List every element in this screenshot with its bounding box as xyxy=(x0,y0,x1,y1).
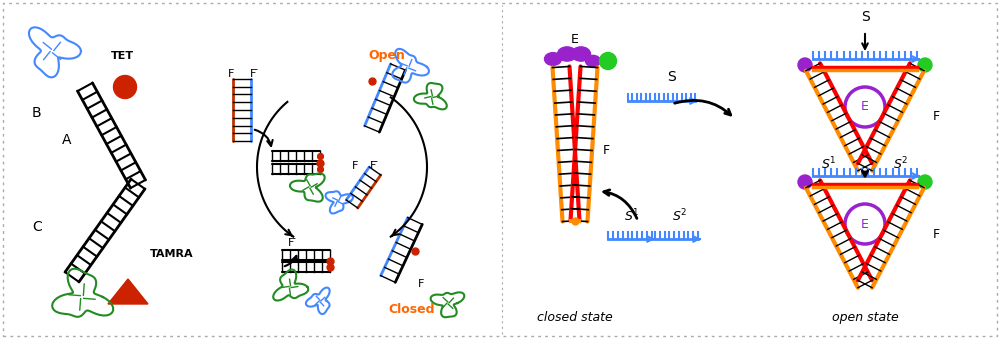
Text: F̅: F̅ xyxy=(288,238,294,248)
Ellipse shape xyxy=(586,55,600,67)
Text: E: E xyxy=(571,33,579,46)
Text: Closed: Closed xyxy=(388,303,434,316)
Text: F: F xyxy=(603,144,610,157)
Circle shape xyxy=(600,53,616,69)
Text: S: S xyxy=(861,10,869,24)
Circle shape xyxy=(918,175,932,189)
Circle shape xyxy=(798,175,812,189)
Text: F̅: F̅ xyxy=(250,69,256,79)
Text: F: F xyxy=(933,227,940,240)
Text: F: F xyxy=(418,279,424,289)
Ellipse shape xyxy=(558,47,576,61)
Text: F: F xyxy=(352,161,358,171)
Text: E: E xyxy=(861,218,869,231)
Text: open state: open state xyxy=(832,311,898,324)
Text: A: A xyxy=(62,133,72,147)
Text: S: S xyxy=(668,70,676,84)
Ellipse shape xyxy=(544,53,562,65)
Text: $S^2$: $S^2$ xyxy=(893,155,908,172)
Text: E: E xyxy=(861,100,869,114)
Circle shape xyxy=(918,58,932,72)
Text: TAMRA: TAMRA xyxy=(150,249,194,259)
Text: Open: Open xyxy=(368,49,405,62)
Text: closed state: closed state xyxy=(537,311,613,324)
Text: TET: TET xyxy=(110,51,134,61)
Ellipse shape xyxy=(572,47,590,61)
Text: $S^1$: $S^1$ xyxy=(821,155,837,172)
Text: B: B xyxy=(32,106,42,120)
Text: F: F xyxy=(933,111,940,123)
Polygon shape xyxy=(108,279,148,304)
Text: F̅: F̅ xyxy=(370,161,376,171)
Text: $S^2$: $S^2$ xyxy=(672,207,688,224)
Circle shape xyxy=(114,76,136,99)
Text: F: F xyxy=(228,69,234,79)
Text: C: C xyxy=(32,220,42,234)
Text: $S^1$: $S^1$ xyxy=(624,207,640,224)
Circle shape xyxy=(798,58,812,72)
